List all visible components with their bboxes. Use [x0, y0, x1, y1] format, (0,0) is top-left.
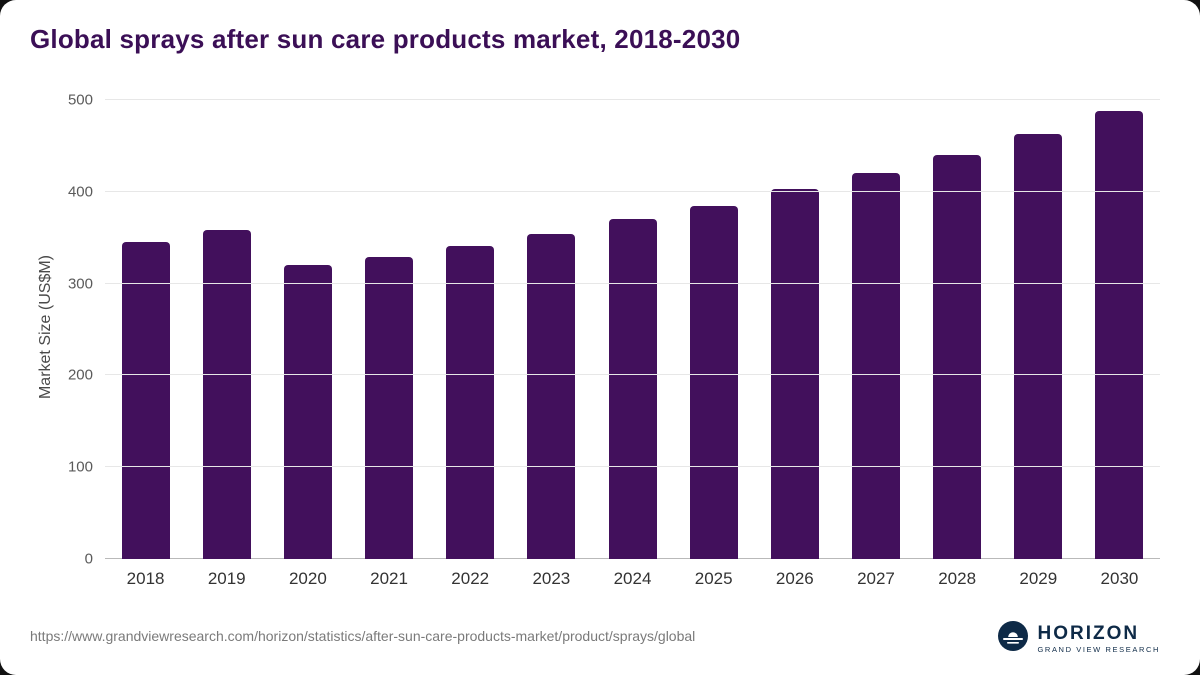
brand-name: HORIZON [1037, 622, 1140, 644]
bar-column [186, 100, 267, 559]
x-axis-labels: 2018 2019 2020 2021 2022 2023 2024 2025 2026 2027… [105, 569, 1160, 589]
gridline [105, 374, 1160, 376]
bars-group [105, 100, 1160, 559]
brand-subtitle: GRAND VIEW RESEARCH [1037, 644, 1160, 654]
bar-column [673, 100, 754, 559]
y-tick-label: 500 [67, 91, 93, 109]
y-tick-label: 300 [67, 275, 93, 293]
bar-column [430, 100, 511, 559]
chart-title: Global sprays after sun care products ma… [30, 24, 741, 54]
y-tick-label: 0 [84, 550, 93, 568]
y-tick-label: 100 [67, 458, 93, 476]
plot-area: 0 100 200 300 400 500 [68, 92, 1160, 568]
gridline [105, 190, 1160, 192]
x-tick-label: 2024 [613, 569, 652, 588]
bar-2027 [851, 173, 900, 559]
x-tick-label: 2030 [1100, 569, 1139, 588]
bar-2023 [527, 234, 576, 559]
bar-column [267, 100, 348, 559]
x-tick-label: 2029 [1019, 569, 1058, 588]
bar-column [835, 100, 916, 559]
bar-column [592, 100, 673, 559]
gridline [105, 466, 1160, 468]
bar-2024 [608, 219, 657, 559]
x-tick-label: 2019 [207, 569, 246, 588]
brand-logo-text: HORIZON GRAND VIEW RESEARCH [1038, 624, 1161, 654]
bar-2020 [283, 265, 332, 559]
bar-column [511, 100, 592, 559]
bar-2019 [202, 230, 251, 559]
x-tick-label: 2028 [938, 569, 977, 588]
x-tick-label: 2027 [857, 569, 895, 588]
source-url: https://www.grandviewresearch.com/horizo… [30, 628, 696, 644]
gridline [105, 99, 1160, 100]
x-tick-label: 2020 [288, 569, 327, 588]
bar-column [348, 100, 429, 559]
x-tick-label: 2021 [370, 569, 408, 588]
bar-2026 [770, 189, 819, 559]
gridline [105, 282, 1160, 284]
bar-column [754, 100, 835, 559]
bar-2029 [1014, 133, 1063, 559]
bar-column [1079, 100, 1160, 559]
bar-column [917, 100, 998, 559]
bar-2018 [121, 242, 170, 559]
y-tick-label: 400 [67, 183, 93, 201]
x-tick-label: 2022 [451, 569, 490, 588]
bar-2022 [446, 245, 495, 559]
bar-2021 [365, 256, 414, 559]
bar-2030 [1095, 111, 1144, 559]
x-tick-label: 2026 [775, 569, 814, 588]
bar-chart: 0 100 200 300 400 500 2018 2019 2020 2021 2022 202… [68, 92, 1160, 588]
bar-2025 [689, 205, 738, 559]
x-tick-label: 2023 [532, 569, 571, 588]
bar-column [105, 100, 186, 559]
bar-column [998, 100, 1079, 559]
horizon-logo-icon [997, 620, 1029, 657]
x-tick-label: 2025 [694, 569, 733, 588]
x-tick-label: 2018 [126, 569, 165, 588]
bar-2028 [933, 155, 982, 559]
y-tick-label: 200 [67, 366, 93, 384]
brand-logo: HORIZON GRAND VIEW RESEARCH [997, 620, 1161, 657]
